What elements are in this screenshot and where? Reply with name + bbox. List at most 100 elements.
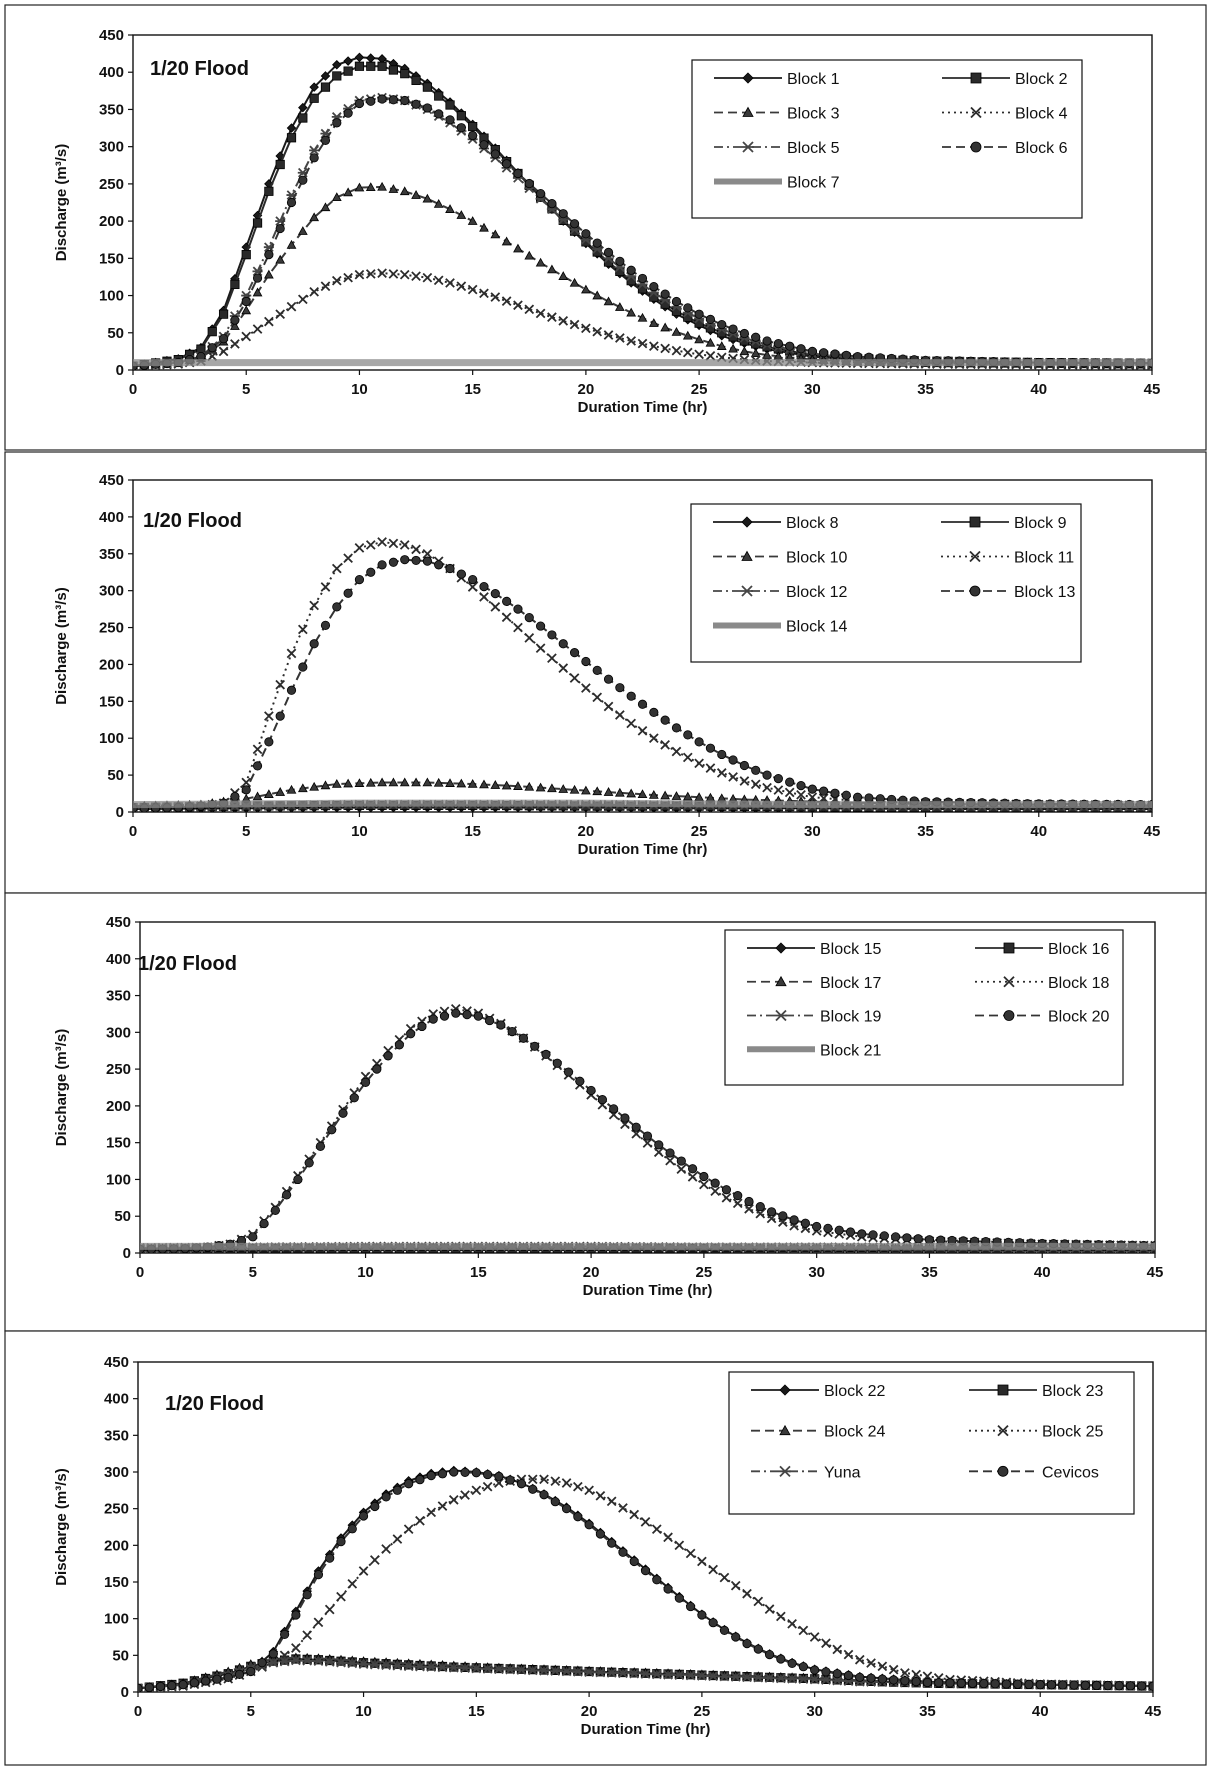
data-point: [372, 1064, 382, 1074]
legend-item: Block 2: [942, 71, 1068, 88]
y-tick-label: 200: [99, 213, 124, 230]
data-point: [614, 302, 625, 311]
data-point: [388, 269, 399, 279]
data-point: [830, 788, 840, 798]
data-point: [377, 94, 387, 104]
x-tick-label: 5: [247, 1703, 255, 1720]
y-tick-label: 350: [106, 988, 131, 1005]
data-point: [479, 779, 489, 789]
data-point: [343, 553, 353, 564]
data-point: [297, 226, 308, 235]
data-point: [683, 303, 693, 313]
data-point: [597, 1095, 607, 1105]
data-point: [671, 345, 682, 356]
data-point: [626, 788, 637, 798]
data-point: [297, 294, 308, 305]
legend-label: Block 12: [786, 584, 847, 601]
data-point: [335, 1657, 347, 1668]
legend-item: Cevicos: [969, 1464, 1099, 1481]
data-point: [663, 1584, 673, 1594]
data-point: [716, 341, 727, 350]
data-point: [230, 315, 240, 325]
data-point: [854, 1654, 865, 1665]
data-point: [762, 350, 772, 359]
x-tick-label: 45: [1144, 381, 1161, 398]
data-point: [422, 548, 433, 559]
data-point: [663, 1532, 673, 1543]
data-point: [336, 1591, 346, 1602]
data-point: [494, 1478, 504, 1488]
legend-label: Block 4: [1015, 106, 1068, 123]
data-point: [812, 1221, 822, 1232]
data-point: [456, 569, 466, 579]
data-point: [798, 1625, 809, 1636]
data-point: [676, 1156, 686, 1166]
data-point: [467, 582, 478, 592]
data-point: [358, 1659, 369, 1669]
x-axis: 0 5 10 15 20 25 30 35 40 45: [129, 812, 1160, 840]
data-point: [309, 286, 319, 297]
data-point: [730, 1580, 741, 1591]
data-point: [501, 612, 512, 623]
data-point: [819, 786, 829, 796]
data-point: [660, 740, 670, 750]
data-point: [252, 761, 263, 771]
data-point: [640, 1517, 651, 1527]
y-axis-title: Discharge (m³/s): [53, 587, 70, 705]
data-point: [315, 1141, 326, 1151]
data-point: [569, 784, 580, 794]
data-point: [787, 1673, 798, 1684]
data-point: [665, 1155, 675, 1166]
data-point: [569, 219, 580, 229]
legend-marker: [741, 516, 753, 528]
data-point: [264, 186, 274, 196]
x-tick-label: 20: [578, 823, 595, 840]
data-point: [755, 1208, 766, 1219]
data-point: [343, 56, 353, 66]
data-point: [618, 1547, 628, 1557]
data-point: [717, 749, 727, 760]
series-line: [133, 541, 1152, 810]
data-point: [603, 330, 614, 340]
data-point: [719, 1572, 730, 1583]
data-point: [660, 299, 670, 309]
data-point: [1046, 1680, 1057, 1690]
data-point: [354, 269, 365, 280]
data-point: [550, 1476, 561, 1487]
x-tick-label: 0: [129, 381, 137, 398]
y-tick-label: 400: [104, 1391, 129, 1408]
legend-label: Cevicos: [1042, 1464, 1099, 1481]
series-block-14: [133, 799, 1152, 809]
data-point: [309, 145, 320, 156]
data-point: [456, 778, 467, 788]
y-tick-label: 450: [99, 27, 124, 44]
y-tick-label: 150: [99, 693, 124, 710]
data-point: [642, 1138, 653, 1148]
data-point: [354, 543, 365, 553]
data-point: [291, 1610, 301, 1620]
data-point: [297, 624, 308, 635]
data-point: [252, 218, 263, 228]
data-point: [810, 1665, 820, 1675]
data-point: [807, 346, 817, 356]
y-axis-title: Discharge (m³/s): [53, 1029, 70, 1147]
data-point: [830, 349, 840, 359]
data-point: [550, 1666, 561, 1676]
data-point: [365, 777, 376, 787]
data-point: [841, 350, 851, 360]
data-point: [674, 1593, 684, 1603]
legend-marker: [970, 141, 982, 153]
data-point: [809, 1674, 820, 1685]
data-point: [400, 69, 410, 79]
data-point: [482, 1481, 493, 1492]
y-tick-label: 200: [104, 1537, 129, 1554]
data-point: [354, 574, 365, 585]
data-point: [652, 1575, 662, 1585]
data-point: [347, 1524, 357, 1534]
data-point: [682, 347, 693, 358]
legend-marker: [742, 141, 754, 153]
data-point: [286, 648, 297, 659]
data-point: [640, 1566, 651, 1576]
y-tick-label: 400: [99, 64, 124, 81]
x-tick-label: 35: [917, 823, 934, 840]
